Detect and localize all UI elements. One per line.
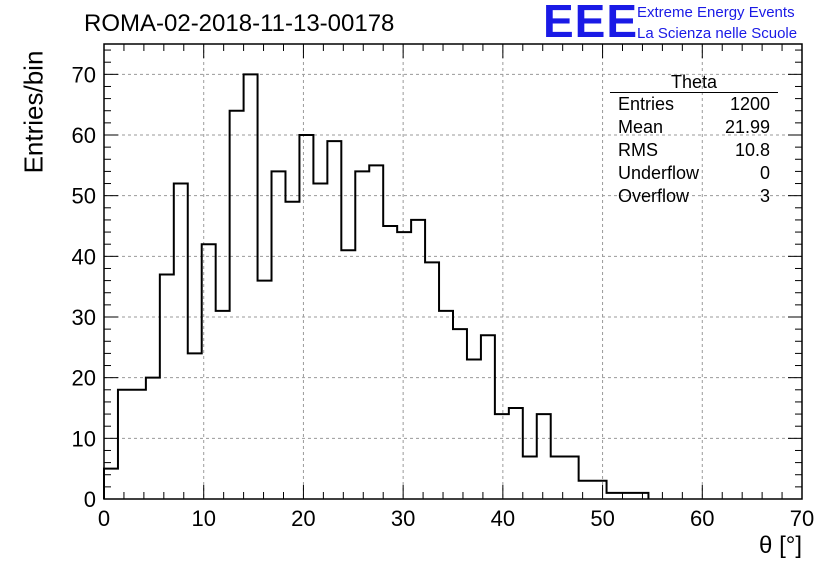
- histogram-bin: [327, 141, 341, 499]
- y-tick-label: 60: [72, 123, 96, 148]
- stats-label: RMS: [618, 140, 658, 160]
- stats-row-overflow: Overflow 3: [610, 185, 778, 208]
- y-tick-label: 20: [72, 366, 96, 391]
- histogram-bin: [118, 390, 132, 499]
- stats-row-rms: RMS 10.8: [610, 139, 778, 162]
- stats-value: 0: [759, 163, 770, 183]
- histogram-bin: [383, 226, 397, 499]
- histogram-bin: [495, 414, 509, 499]
- histogram-bin: [188, 353, 202, 499]
- histogram-bin: [160, 275, 174, 499]
- x-axis-label: θ [°]: [759, 532, 802, 559]
- histogram-bin: [104, 469, 118, 499]
- histogram-bin: [272, 171, 286, 499]
- chart-title: ROMA-02-2018-11-13-00178: [84, 10, 395, 37]
- histogram-bin: [425, 262, 439, 499]
- y-tick-label: 50: [72, 184, 96, 209]
- histogram-bin: [537, 414, 551, 499]
- histogram-bin: [579, 481, 593, 499]
- stats-value: 10.8: [734, 140, 770, 160]
- histogram-bin: [341, 250, 355, 499]
- eee-logo: EEE: [543, 0, 639, 47]
- histogram-bin: [244, 74, 258, 499]
- stats-label: Underflow: [618, 163, 700, 183]
- histogram-bin: [411, 220, 425, 499]
- histogram-bin: [523, 457, 537, 499]
- histogram-bin: [132, 390, 146, 499]
- stats-row-entries: Entries 1200: [610, 93, 778, 116]
- x-tick-label: 70: [790, 506, 814, 531]
- histogram-bin: [453, 329, 467, 499]
- histogram-bin: [285, 202, 299, 499]
- histogram-bin: [467, 359, 481, 499]
- x-tick-label: 40: [491, 506, 515, 531]
- histogram-bin: [369, 165, 383, 499]
- x-tick-label: 30: [391, 506, 415, 531]
- x-tick-label: 10: [191, 506, 215, 531]
- stats-label: Mean: [618, 117, 664, 137]
- histogram-outline: [103, 73, 650, 499]
- y-tick-label: 40: [72, 244, 96, 269]
- x-tick-label: 20: [291, 506, 315, 531]
- y-tick-label: 30: [72, 305, 96, 330]
- stats-label: Overflow: [618, 186, 690, 206]
- x-tick-label: 50: [590, 506, 614, 531]
- histogram-bin: [593, 481, 607, 499]
- histogram-bin: [299, 135, 313, 499]
- stats-row-mean: Mean 21.99: [610, 116, 778, 139]
- y-tick-label: 0: [84, 487, 96, 512]
- histogram-bin: [509, 408, 523, 499]
- histogram-bin: [565, 457, 579, 499]
- histogram-bin: [216, 311, 230, 499]
- histogram-bin: [397, 232, 411, 499]
- histogram-bin: [174, 184, 188, 499]
- stats-box: Theta Entries 1200 Mean 21.99 RMS 10.8 U…: [610, 72, 778, 208]
- stats-value: 21.99: [724, 117, 770, 137]
- x-tick-label: 60: [690, 506, 714, 531]
- y-tick-label: 10: [72, 426, 96, 451]
- histogram-bin: [258, 281, 272, 499]
- histogram-bin: [355, 171, 369, 499]
- stats-value: 3: [759, 186, 770, 206]
- y-axis-label: Entries/bin: [18, 50, 49, 174]
- stats-title: Theta: [610, 72, 778, 93]
- histogram-bin: [230, 111, 244, 499]
- histogram-bin: [313, 184, 327, 499]
- histogram-bin: [481, 335, 495, 499]
- y-tick-label: 70: [72, 62, 96, 87]
- logo-line-2: La Scienza nelle Scuole: [637, 25, 798, 42]
- stats-value: 1200: [729, 94, 770, 114]
- x-tick-label: 0: [98, 506, 110, 531]
- plot-frame: [103, 43, 803, 500]
- stats-label: Entries: [618, 94, 675, 114]
- stats-row-underflow: Underflow 0: [610, 162, 778, 185]
- logo-line-1: Extreme Energy Events: [637, 4, 795, 21]
- histogram-bin: [439, 311, 453, 499]
